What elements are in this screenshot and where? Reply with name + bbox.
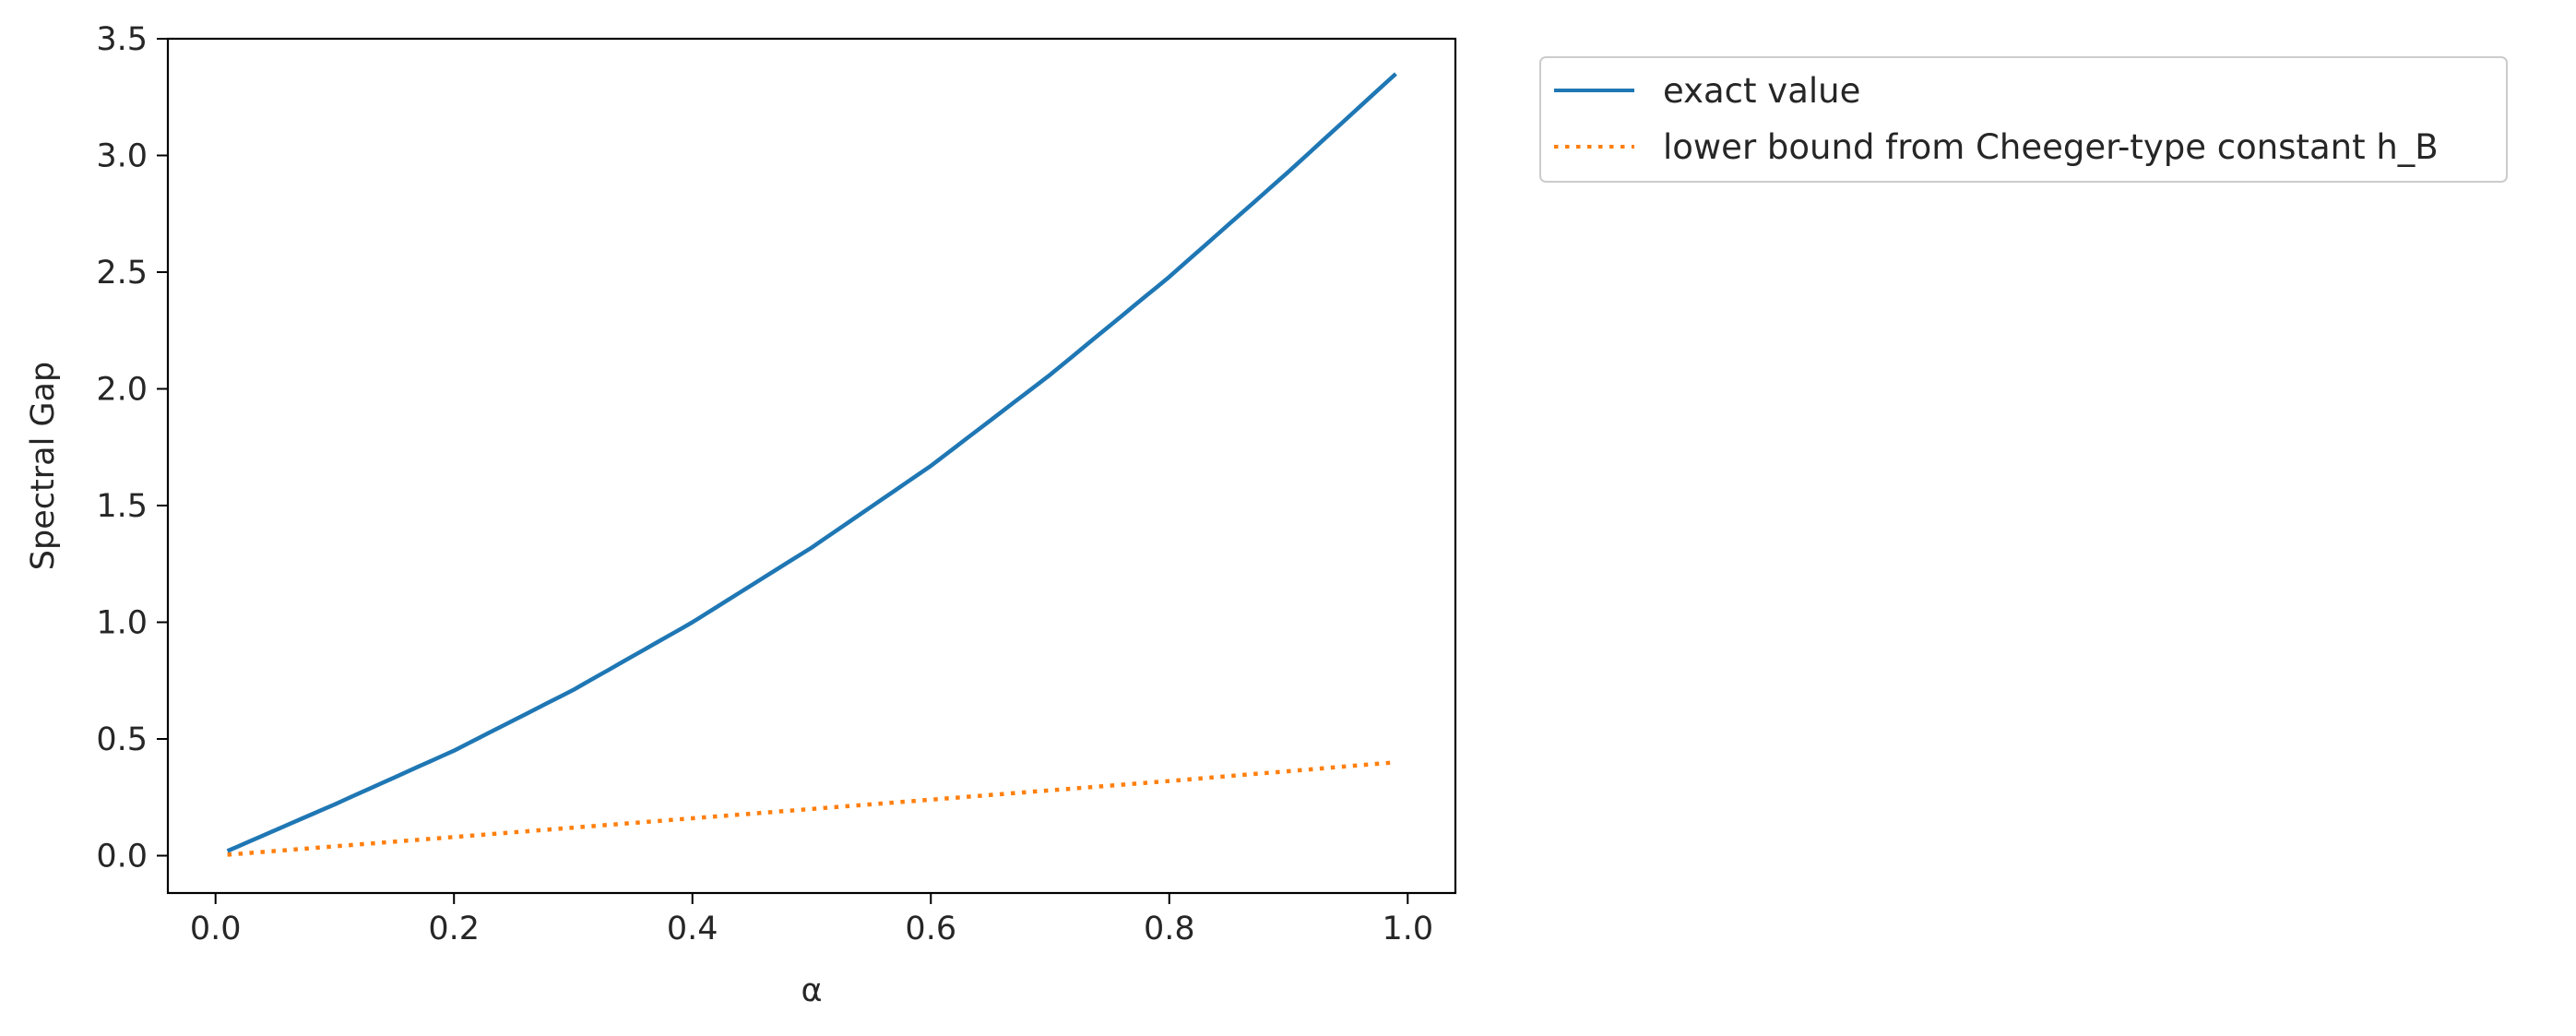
y-tick-label: 0.0	[96, 839, 148, 875]
plot-area-frame	[166, 37, 1457, 895]
x-tick-label: 0.4	[667, 911, 718, 947]
x-tick-label: 0.8	[1144, 911, 1195, 947]
legend: exact value lower bound from Cheeger-typ…	[1539, 56, 2508, 183]
y-axis-ticks: 0.0 0.5 1.0 1.5 2.0 2.5 3.0 3.5	[96, 21, 168, 875]
x-tick-label: 0.6	[905, 911, 956, 947]
x-axis-ticks: 0.0 0.2 0.4 0.6 0.8 1.0	[190, 893, 1433, 947]
series-line-1	[227, 760, 1396, 857]
series-line-0	[226, 72, 1397, 853]
y-tick-label: 3.5	[96, 21, 148, 58]
x-tick-label: 0.2	[428, 911, 480, 947]
y-tick-label: 1.5	[96, 488, 148, 525]
x-axis-label: α	[801, 972, 822, 1009]
legend-entry-lower-bound: lower bound from Cheeger-type constant h…	[1663, 127, 2439, 167]
y-axis-label: Spectral Gap	[25, 362, 62, 570]
y-tick-label: 1.0	[96, 605, 148, 642]
y-tick-label: 2.0	[96, 372, 148, 409]
legend-box	[1539, 56, 2508, 183]
x-tick-label: 1.0	[1382, 911, 1433, 947]
y-tick-label: 2.5	[96, 255, 148, 292]
y-tick-label: 3.0	[96, 138, 148, 175]
y-tick-label: 0.5	[96, 721, 148, 758]
series-layer	[226, 72, 1397, 857]
x-tick-label: 0.0	[190, 911, 242, 947]
legend-entry-exact-value: exact value	[1663, 71, 1860, 111]
